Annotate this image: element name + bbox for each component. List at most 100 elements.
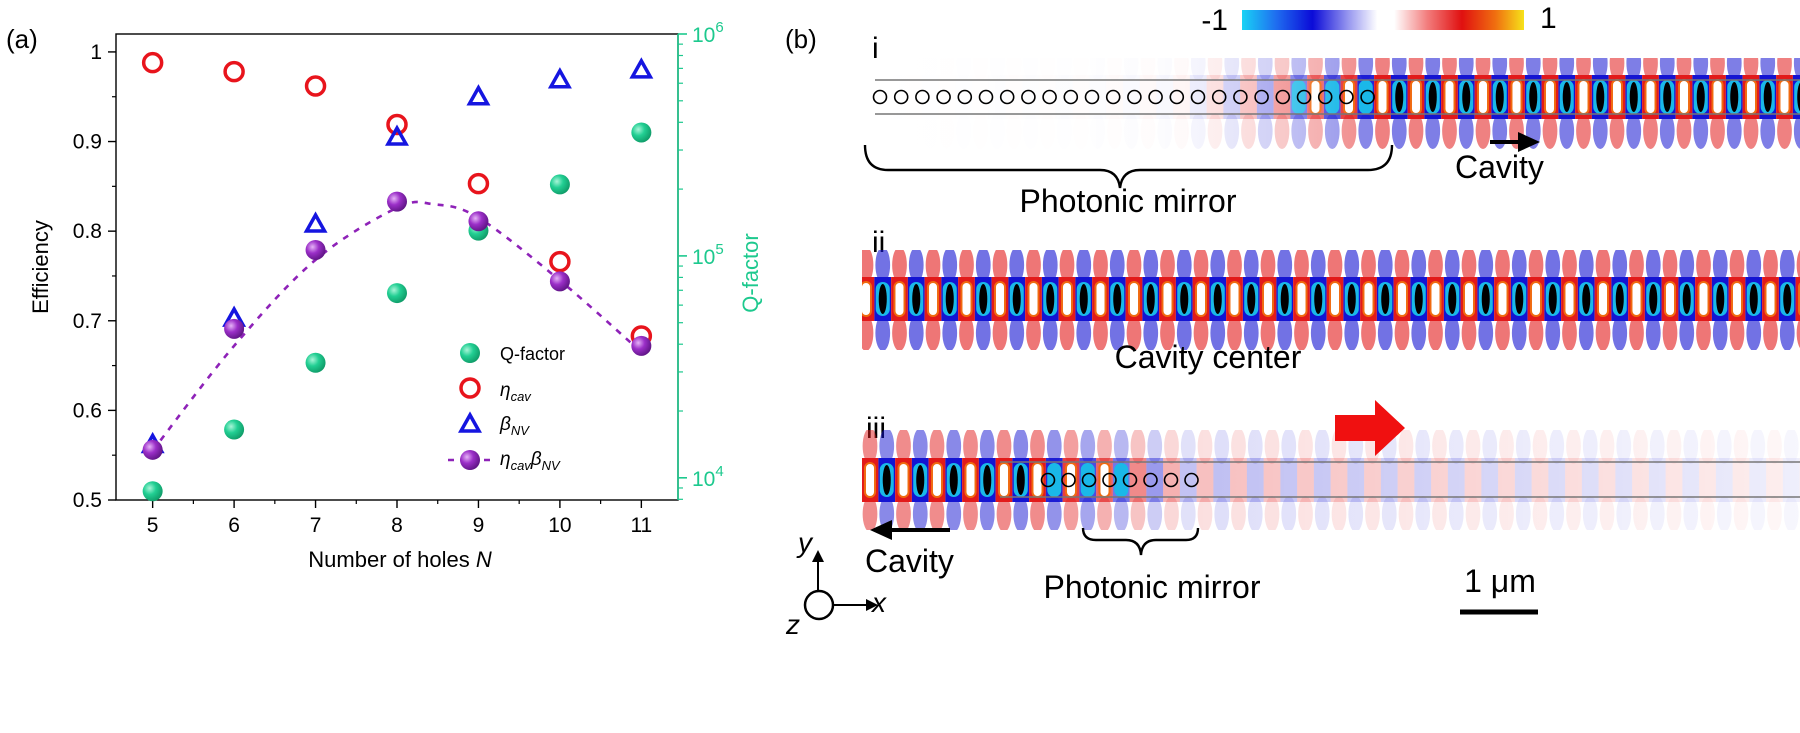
field-core xyxy=(1261,281,1275,317)
field-lobe xyxy=(1327,250,1343,283)
field-lobe xyxy=(1612,315,1628,350)
field-lobe xyxy=(1562,250,1577,283)
field-lobe xyxy=(963,430,978,464)
hole-filled xyxy=(1247,284,1256,314)
field-lobe xyxy=(1793,113,1800,149)
field-lobe xyxy=(1710,113,1725,149)
hole-filled xyxy=(1562,82,1571,112)
legend-product-label: ηcavβNV xyxy=(500,449,561,473)
field-lobe xyxy=(1059,250,1075,283)
hole-filled xyxy=(1783,284,1792,314)
field-lobe xyxy=(1093,315,1108,350)
field-core xyxy=(1027,281,1040,317)
field-lobe xyxy=(1243,250,1259,283)
hole-filled xyxy=(1649,284,1658,314)
hole-outline xyxy=(1061,472,1076,488)
hole-filled xyxy=(1314,284,1323,314)
qfactor-point xyxy=(224,419,245,440)
eta-cav-point xyxy=(467,172,490,195)
field-lobe xyxy=(1294,315,1309,350)
field-lobe xyxy=(1595,315,1611,350)
field-lobe xyxy=(1511,250,1527,283)
field-core xyxy=(1644,79,1657,115)
field-core xyxy=(1764,281,1777,317)
field-lobe xyxy=(1277,250,1293,283)
field-band xyxy=(1795,277,1800,321)
efficiency-chart: 5 6 7 8 9 10 11 0.5 0.6 0.7 0.8 0.9 1 104 105 106 Num… xyxy=(28,19,763,572)
field-lobe xyxy=(1243,315,1259,350)
field-lobe xyxy=(1042,315,1058,350)
field-lobe xyxy=(1696,315,1711,350)
field-lobe xyxy=(1777,113,1792,149)
field-lobe xyxy=(996,496,1012,530)
field-lobe xyxy=(1310,315,1326,350)
hole-filled xyxy=(882,465,891,495)
hole-filled xyxy=(1682,284,1691,314)
field-core xyxy=(1060,281,1074,317)
field-lobe xyxy=(1126,315,1142,350)
field-lobe xyxy=(1679,250,1695,283)
y-tick-label: 0.6 xyxy=(73,399,102,422)
field-lobe xyxy=(1408,113,1424,149)
field-core xyxy=(893,281,906,317)
field-lobe xyxy=(892,315,907,350)
field-lobe xyxy=(1009,315,1025,350)
hole-filled xyxy=(1749,284,1758,314)
field-core xyxy=(1529,281,1543,317)
y2-tick-label: 104 xyxy=(692,463,724,491)
field-lobe xyxy=(1097,430,1112,464)
hole-outline xyxy=(1021,89,1036,105)
field-lobe xyxy=(959,250,974,283)
hole-outline xyxy=(1169,89,1185,105)
field-lobe xyxy=(1130,430,1146,464)
label-cavity-i: Cavity xyxy=(1455,149,1544,185)
legend-product-marker xyxy=(460,450,480,470)
field-core xyxy=(1610,79,1624,115)
hole-filled xyxy=(1696,82,1705,112)
product-point xyxy=(468,211,489,232)
field-core xyxy=(964,462,977,498)
legend-eta-label: ηcav xyxy=(500,380,532,404)
qfactor-point xyxy=(631,122,652,143)
field-core xyxy=(1194,281,1208,317)
field-lobe xyxy=(1344,315,1360,350)
field-lobe xyxy=(1026,250,1041,283)
product-point xyxy=(305,239,326,260)
field-lobe xyxy=(1147,430,1163,464)
hole-outline xyxy=(1127,89,1142,105)
hole-outline xyxy=(893,89,909,105)
field-lobe xyxy=(1428,250,1443,283)
product-point xyxy=(549,271,570,292)
arrow-cavity-right xyxy=(1490,132,1540,152)
field-lobe xyxy=(1394,250,1410,283)
field-lobe xyxy=(1277,315,1293,350)
hole-outline xyxy=(1184,472,1199,488)
field-lobe xyxy=(1559,113,1575,149)
field-lobe xyxy=(1528,250,1544,283)
coordinate-axes: y x z xyxy=(785,527,887,640)
hole-outline xyxy=(1102,472,1117,488)
qfactor-point xyxy=(142,481,163,502)
hole-filled xyxy=(878,284,887,314)
field-lobe xyxy=(929,430,945,464)
field-lobe xyxy=(1227,315,1242,350)
eta-cav-point xyxy=(549,250,571,273)
field-core xyxy=(897,462,910,498)
field-lobe xyxy=(1760,113,1776,149)
hole-filled xyxy=(1180,284,1189,314)
field-core-edge xyxy=(1358,80,1373,114)
legend-beta-label: βNV xyxy=(499,414,530,438)
field-lobe xyxy=(1143,250,1159,283)
field-lobe xyxy=(1662,315,1678,350)
field-lobe xyxy=(1294,250,1309,283)
hole-filled xyxy=(1414,284,1423,314)
z-axis-circle xyxy=(803,589,835,621)
field-lobe xyxy=(979,496,995,530)
axis-label-z: z xyxy=(785,609,800,640)
field-lobe xyxy=(1009,250,1025,283)
x-tick-label: 5 xyxy=(147,514,159,537)
legend: Q-factor ηcav βNV ηcavβNV xyxy=(448,343,565,473)
field-lobe xyxy=(1063,430,1079,464)
x-tick-label: 11 xyxy=(630,514,652,537)
